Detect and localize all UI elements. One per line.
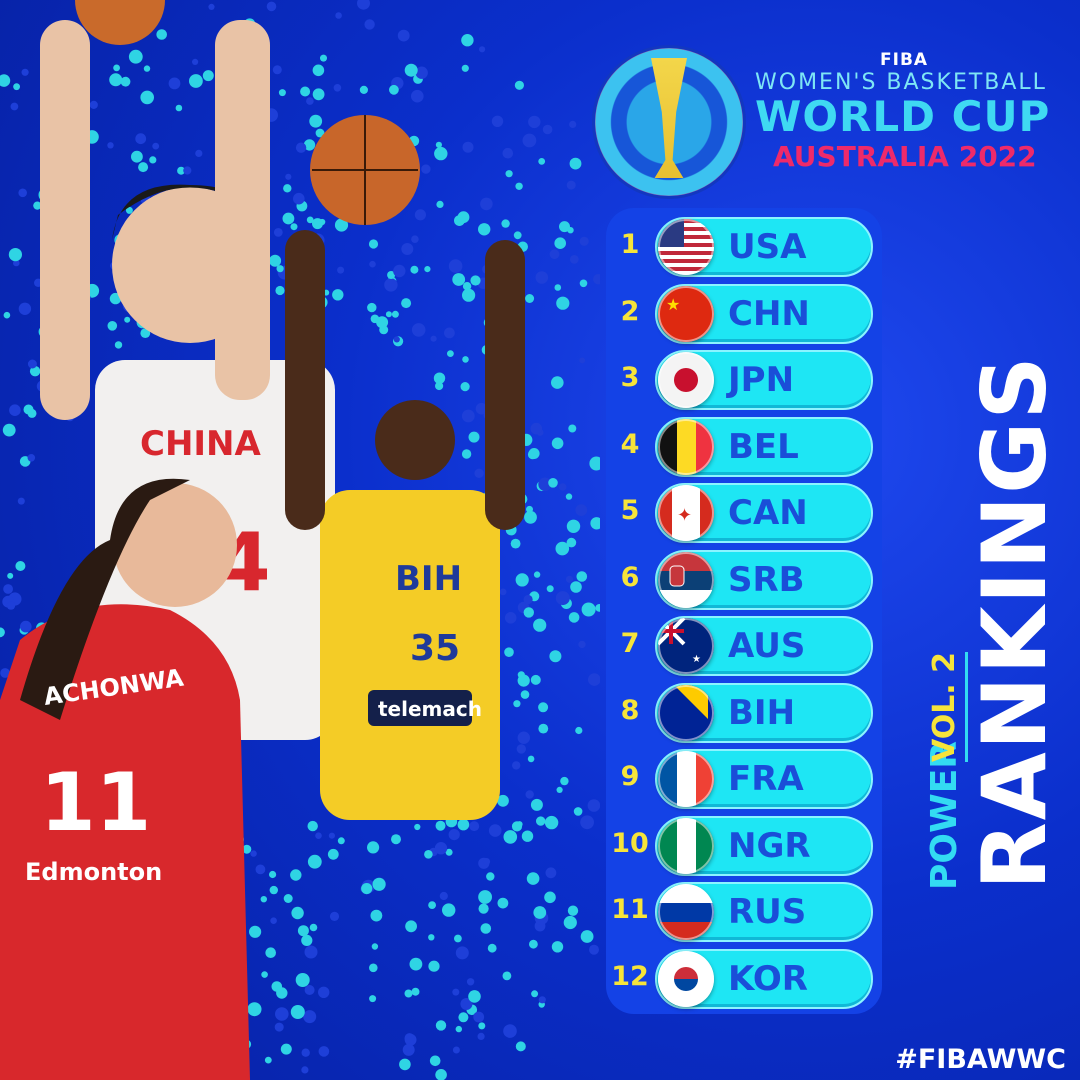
ranking-row: 3 JPN	[606, 350, 882, 410]
svg-text:telemach: telemach	[378, 697, 482, 721]
rank-number: 6	[620, 561, 640, 593]
ranking-row: 11 RUS	[606, 882, 882, 942]
usa-flag-icon	[658, 219, 714, 275]
team-code: USA	[728, 227, 807, 267]
team-code: NGR	[728, 825, 811, 866]
ranking-row: 6 SRB	[606, 549, 882, 610]
rank-number: 10	[611, 827, 649, 859]
france-flag-icon	[658, 751, 714, 807]
svg-text:Edmonton: Edmonton	[25, 858, 162, 886]
hashtag: #FIBAWWC	[895, 1044, 1066, 1075]
svg-text:35: 35	[410, 628, 460, 669]
svg-text:11: 11	[40, 756, 151, 849]
volume-label: VOL. 2	[925, 651, 968, 762]
team-code: SRB	[728, 559, 805, 600]
trophy-icon	[651, 58, 687, 178]
rank-number: 3	[620, 362, 640, 393]
ranking-row: 9 FRA	[606, 749, 882, 809]
rank-number: 12	[611, 960, 649, 992]
ranking-row: 10 NGR	[606, 815, 882, 876]
logo-line-1: WOMEN'S BASKETBALL	[755, 70, 1047, 95]
team-code: KOR	[728, 958, 808, 999]
title-block: RANKINGS POWER VOL. 2	[920, 300, 1066, 890]
rank-number: 9	[620, 761, 640, 792]
fiba-wordmark: FIBA	[880, 50, 929, 70]
svg-text:✦: ✦	[677, 505, 692, 526]
korea-flag-icon	[658, 950, 714, 1007]
team-code: CHN	[728, 293, 810, 334]
svg-text:★: ★	[692, 654, 701, 665]
team-code: RUS	[728, 892, 807, 932]
rank-number: 11	[611, 894, 649, 925]
team-code: AUS	[728, 626, 806, 666]
rankings-title: RANKINGS	[963, 354, 1066, 890]
power-label: POWER	[924, 740, 965, 890]
serbia-flag-icon	[658, 551, 714, 608]
world-cup-logo: FIBA WOMEN'S BASKETBALL WORLD CUP AUSTRA…	[595, 48, 1055, 196]
team-code: FRA	[728, 759, 804, 799]
nigeria-flag-icon	[658, 817, 714, 874]
logo-line-3: AUSTRALIA 2022	[773, 140, 1037, 173]
svg-text:BIH: BIH	[395, 559, 462, 599]
team-code: BIH	[728, 692, 796, 733]
belgium-flag-icon	[658, 418, 714, 475]
ranking-row: 2 ★ CHN	[606, 283, 882, 344]
canada-flag-icon: ✦	[658, 485, 714, 541]
japan-flag-icon	[658, 352, 714, 408]
russia-flag-icon	[658, 884, 714, 940]
rankings-list: 1 USA 2 ★ CHN 3 JPN 4 BEL 5 ✦ CAN 6 SRB 7 ★ AU…	[606, 208, 882, 1014]
team-code: JPN	[728, 360, 795, 400]
bosnia-flag-icon	[658, 684, 714, 741]
svg-text:CHINA: CHINA	[140, 424, 262, 464]
ranking-row: 7 ★ AUS	[606, 616, 882, 676]
players-photo: CHINA 4 BIH 35 telemach ACHONWA 11 Edmon…	[0, 0, 600, 1080]
team-code: BEL	[728, 426, 799, 467]
rank-number: 7	[620, 628, 640, 659]
rank-number: 1	[620, 229, 640, 260]
rank-number: 5	[620, 495, 640, 526]
bih-jersey	[320, 490, 500, 820]
logo-badge-icon	[595, 48, 743, 196]
ranking-row: 4 BEL	[606, 416, 882, 477]
ranking-row: 8 BIH	[606, 682, 882, 743]
ranking-row: 1 USA	[606, 217, 882, 277]
ranking-row: 5 ✦ CAN	[606, 483, 882, 543]
china-flag-icon: ★	[658, 285, 714, 342]
logo-line-2: WORLD CUP	[755, 92, 1051, 141]
svg-text:★: ★	[666, 295, 680, 314]
team-code: CAN	[728, 493, 808, 533]
rank-number: 4	[620, 428, 640, 460]
rank-number: 8	[620, 694, 640, 726]
ranking-row: 12 KOR	[606, 948, 882, 1009]
canada-jersey	[0, 604, 250, 1080]
australia-flag-icon: ★	[658, 618, 714, 674]
rank-number: 2	[620, 295, 640, 327]
